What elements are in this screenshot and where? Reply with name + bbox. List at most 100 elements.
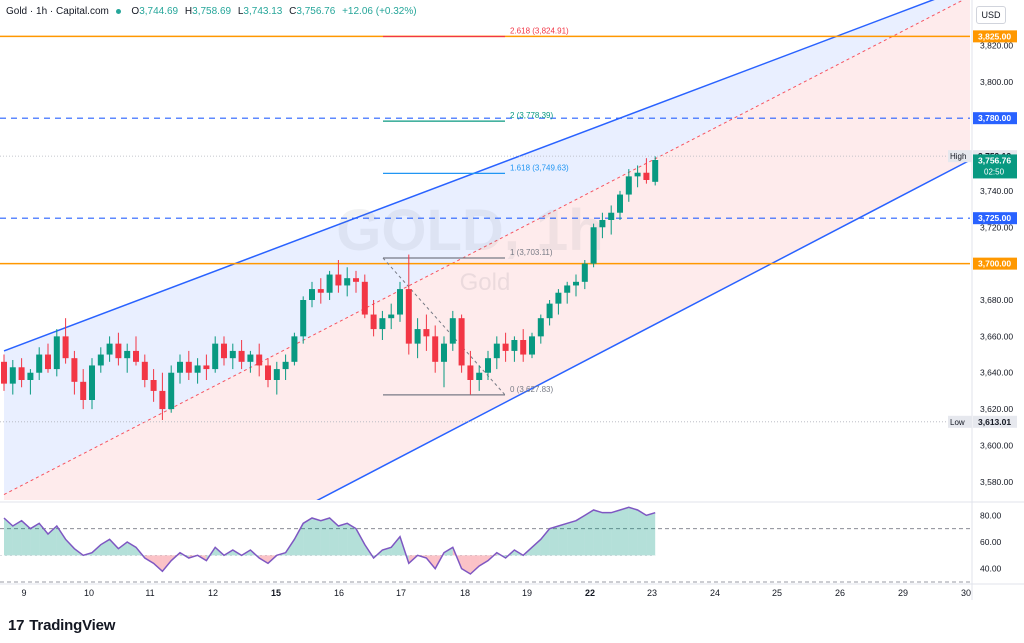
candle — [317, 278, 324, 304]
rsi-axis-tick: 40.00 — [980, 564, 1002, 574]
candle — [353, 270, 359, 293]
candles — [1, 156, 659, 420]
candle-body — [212, 343, 219, 370]
candle — [599, 212, 606, 239]
rsi-fill-segment — [39, 523, 48, 556]
time-axis-tick: 24 — [710, 588, 720, 598]
candle — [18, 358, 25, 388]
symbol-name[interactable]: Gold — [6, 6, 28, 17]
rsi-fill-segment — [320, 518, 330, 556]
channel-lower-line — [316, 159, 970, 500]
interval[interactable]: 1h — [36, 6, 48, 17]
candle-body — [493, 343, 500, 359]
candle-body — [529, 336, 535, 355]
price-axis-tick: 3,740.00 — [980, 186, 1013, 196]
rsi-panel — [0, 506, 970, 583]
candle — [256, 343, 263, 377]
rsi-fill-segment — [118, 542, 128, 556]
rsi-fill-segment — [180, 552, 189, 558]
price-tag-box — [948, 150, 972, 163]
candle-body — [520, 340, 527, 355]
candle — [370, 300, 377, 337]
price-axis-tick: 3,800.00 — [980, 77, 1013, 87]
data-source: Capital.com — [56, 6, 109, 17]
rsi-fill-segment — [567, 520, 576, 556]
rsi-fill-segment — [65, 539, 75, 556]
candle-body — [273, 369, 280, 380]
time-axis-tick: 19 — [522, 588, 532, 598]
candle-body — [599, 220, 606, 228]
candle — [45, 343, 51, 373]
candle — [617, 190, 623, 220]
candle-body — [546, 303, 553, 319]
candle-body — [97, 354, 104, 366]
time-axis-tick: 15 — [271, 588, 281, 598]
candle-body — [177, 361, 183, 373]
candle — [53, 329, 60, 377]
candle-body — [634, 172, 641, 177]
fib-label-1: 1 (3,703.11) — [510, 248, 553, 257]
rsi-fill-segment — [391, 536, 400, 556]
candle — [590, 223, 597, 268]
candle-body — [106, 343, 113, 355]
candle — [106, 336, 113, 362]
price-axis-tick: 3,680.00 — [980, 295, 1013, 305]
candle-body — [449, 318, 456, 344]
candle-body — [62, 336, 69, 359]
candle-body — [124, 350, 131, 359]
candle-body — [168, 372, 175, 410]
candle-body — [203, 365, 210, 370]
candle-body — [115, 343, 122, 359]
candle — [212, 336, 219, 373]
separator-dot-icon: · — [49, 6, 57, 17]
rsi-fill-segment — [576, 515, 585, 556]
candle-body — [432, 336, 439, 362]
candle — [467, 350, 474, 395]
candle — [634, 165, 641, 188]
candle — [423, 314, 430, 351]
price-label-value: 3,756.76 — [978, 155, 1011, 165]
candle — [282, 354, 289, 380]
price-tag-label: High — [950, 152, 966, 161]
candle — [159, 372, 166, 420]
rsi-fill-segment — [470, 555, 480, 574]
candle-body — [353, 278, 359, 282]
rsi-fill-segment — [109, 539, 119, 556]
close-value: 3,756.76 — [296, 6, 336, 17]
fib-label-2.618: 2.618 (3,824.91) — [510, 27, 569, 36]
time-axis-tick: 16 — [334, 588, 344, 598]
candle-body — [423, 329, 430, 337]
candle — [379, 310, 386, 340]
candle — [238, 340, 245, 370]
rsi-fill-segment — [48, 526, 57, 556]
price-axis-tick: 3,820.00 — [980, 40, 1013, 50]
price-label-box — [973, 212, 1017, 225]
candle — [573, 274, 579, 297]
time-axis-tick: 23 — [647, 588, 657, 598]
rsi-fill-segment — [329, 518, 339, 556]
fib-label-0: 0 (3,627.83) — [510, 385, 553, 394]
tradingview-logo[interactable]: 17 TradingView — [8, 617, 115, 634]
rsi-fill-segment — [30, 523, 40, 556]
candle — [265, 358, 271, 388]
rsi-fill-segment — [637, 510, 647, 556]
rsi-fill-segment — [628, 507, 638, 556]
candle — [502, 332, 509, 362]
high-label: H — [184, 6, 193, 17]
watermark-subtitle: Gold — [460, 269, 511, 296]
currency-button[interactable]: USD — [976, 6, 1006, 24]
rsi-fill-segment — [347, 523, 356, 556]
rsi-fill-segment — [294, 523, 304, 556]
candle — [221, 336, 227, 366]
candle-body — [476, 372, 483, 380]
open-label: O — [131, 6, 140, 17]
candle — [291, 332, 298, 366]
candle-body — [652, 160, 659, 182]
candle — [652, 156, 659, 186]
price-label-value: 3,825.00 — [978, 31, 1011, 41]
candle — [273, 361, 280, 395]
watermark-title: GOLD, 1h — [336, 198, 603, 263]
candle — [555, 289, 562, 315]
time-axis-tick: 25 — [772, 588, 782, 598]
